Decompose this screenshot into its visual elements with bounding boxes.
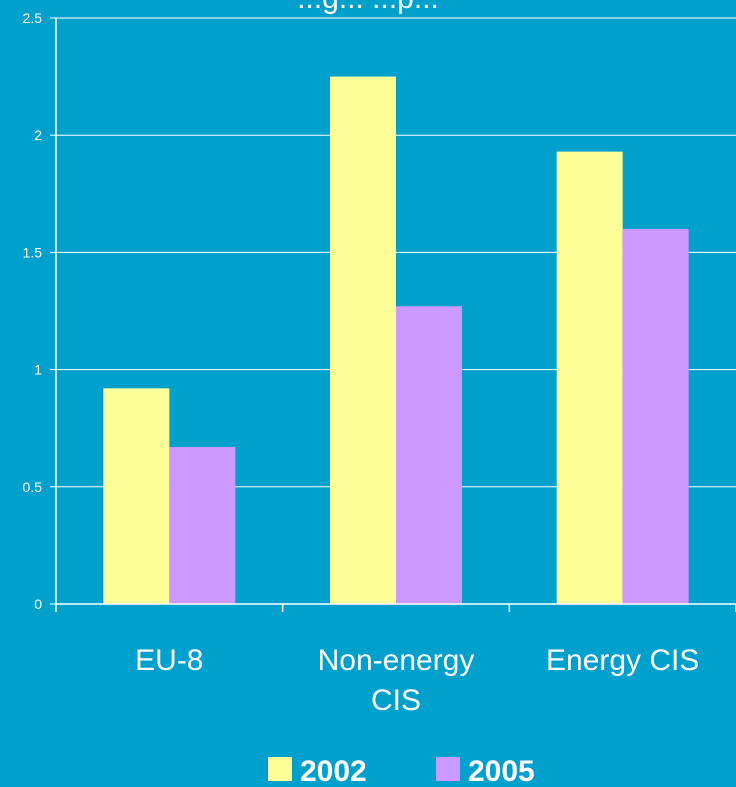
chart-title: ...g... ...p... [297,0,439,15]
y-tick-label: 2.5 [23,10,43,26]
legend-swatch-2005 [436,757,460,781]
y-tick-label: 2 [34,127,42,143]
category-label: Non-energy [318,644,475,677]
category-label: Energy CIS [546,644,699,677]
bar-2002-1 [330,76,396,605]
category-labels: EU-8 Non-energy CIS Energy CIS [135,644,699,717]
y-tick-labels: 0 0.5 1 1.5 2 2.5 [23,10,43,612]
legend-label-2005: 2005 [468,755,535,787]
y-tick-label: 0.5 [23,479,43,495]
bar-2005-0 [169,446,236,604]
chart-title-group: ...g... ...p... [297,0,439,15]
y-tick-label: 0 [34,596,42,612]
y-tick-label: 1.5 [23,244,43,260]
y-tick-label: 1 [34,362,42,378]
bars [103,76,689,605]
legend: 2002 2005 [268,755,535,787]
category-label: CIS [371,684,421,717]
bar-2002-0 [103,388,170,604]
bar-2002-2 [556,151,623,604]
bar-2005-2 [622,228,689,604]
axes [50,17,736,612]
category-label: EU-8 [135,644,203,677]
legend-label-2002: 2002 [300,755,367,787]
bar-2005-1 [396,306,462,604]
legend-swatch-2002 [268,757,292,781]
